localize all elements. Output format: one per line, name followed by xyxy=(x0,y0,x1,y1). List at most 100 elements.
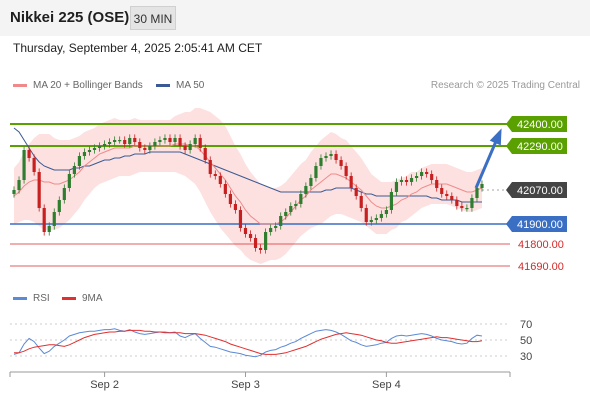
legend-rsi: RSI xyxy=(13,293,50,304)
level-label-support: 41690.00 xyxy=(518,261,564,273)
x-tick-label: Sep 4 xyxy=(372,379,401,391)
bollinger-band xyxy=(14,108,482,264)
candle-body xyxy=(470,198,474,208)
legend-9ma-label: 9MA xyxy=(82,293,103,304)
candle-body xyxy=(289,206,293,212)
candle-body xyxy=(138,142,142,148)
candle-body xyxy=(108,142,112,144)
candle-body xyxy=(440,188,444,194)
candle-body xyxy=(62,188,66,200)
candle-body xyxy=(238,210,243,228)
candle-body xyxy=(384,210,388,214)
candle-body xyxy=(128,138,132,144)
candle-body xyxy=(22,150,26,180)
candle-body xyxy=(153,142,157,146)
candle-body xyxy=(329,154,333,156)
candle-body xyxy=(304,186,308,194)
candle-body xyxy=(334,154,338,160)
x-tick-label: Sep 3 xyxy=(231,379,260,391)
level-label-resistance: 42290.00 xyxy=(506,138,567,154)
candle-body xyxy=(193,138,197,144)
rsi-swatch xyxy=(13,296,27,300)
candle-body xyxy=(37,172,41,208)
level-tag xyxy=(506,138,567,154)
candle-body xyxy=(102,144,107,146)
candle-body xyxy=(168,138,172,142)
candles xyxy=(12,134,484,254)
level-text: 41690.00 xyxy=(518,261,564,273)
candle-body xyxy=(284,212,288,216)
candle-body xyxy=(475,188,479,198)
level-text: 41800.00 xyxy=(518,239,564,251)
legend-ma50-label: MA 50 xyxy=(176,80,205,91)
candle-body xyxy=(163,138,167,140)
candle-body xyxy=(359,196,363,208)
ma9-swatch xyxy=(62,296,76,300)
candle-body xyxy=(394,182,399,192)
candle-body xyxy=(279,216,283,226)
candle-body xyxy=(480,184,484,188)
candle-body xyxy=(173,138,177,142)
rsi-tick-label: 70 xyxy=(520,319,532,331)
candle-body xyxy=(113,140,117,142)
candle-body xyxy=(118,140,122,142)
candle-body xyxy=(344,166,348,176)
candle-body xyxy=(243,228,248,234)
level-label-support: 41800.00 xyxy=(518,239,564,251)
level-text: 42400.00 xyxy=(517,119,563,131)
candle-body xyxy=(450,196,454,200)
candle-body xyxy=(72,166,76,174)
level-tag xyxy=(506,216,567,232)
candle-body xyxy=(32,158,36,172)
candle-body xyxy=(208,160,212,174)
legend-ma50: MA 50 xyxy=(156,80,204,91)
candle-body xyxy=(319,158,323,166)
candle-body xyxy=(67,174,71,188)
candle-body xyxy=(77,156,82,166)
header-bar xyxy=(0,0,590,36)
candle-body xyxy=(233,204,238,210)
candle-body xyxy=(133,138,137,142)
ma50-line xyxy=(13,127,482,203)
candle-body xyxy=(253,238,258,248)
instrument-title: Nikkei 225 (OSE) xyxy=(10,9,130,26)
candle-body xyxy=(369,220,373,222)
candle-body xyxy=(455,200,459,206)
candle-body xyxy=(420,172,424,176)
candle-body xyxy=(430,174,434,180)
projection-arrow-head xyxy=(489,128,502,146)
candle-body xyxy=(264,232,268,250)
ma20-line xyxy=(13,143,483,225)
candle-body xyxy=(258,248,263,250)
candle-body xyxy=(82,152,87,156)
candle-body xyxy=(47,226,51,232)
rsi-line xyxy=(13,328,483,358)
level-label-current: 42070.00 xyxy=(506,182,567,198)
candle-body xyxy=(379,214,383,218)
candle-body xyxy=(57,200,61,212)
timeframe-button[interactable]: 30 MIN xyxy=(130,6,176,30)
rsi-9ma-line xyxy=(14,329,483,355)
candle-body xyxy=(178,138,182,146)
candle-body xyxy=(143,148,147,150)
level-tag xyxy=(506,116,567,132)
candle-body xyxy=(97,146,102,148)
candle-body xyxy=(27,150,31,158)
candle-body xyxy=(213,174,217,176)
level-text: 41900.00 xyxy=(517,219,563,231)
level-text: 42070.00 xyxy=(517,185,563,197)
candle-body xyxy=(17,180,21,190)
legend-ma20-label: MA 20 + Bollinger Bands xyxy=(33,80,143,91)
candle-body xyxy=(92,148,97,150)
candle-body xyxy=(314,166,318,178)
candle-body xyxy=(228,194,232,204)
level-label-resistance: 42400.00 xyxy=(506,116,567,132)
candle-body xyxy=(148,146,152,150)
candle-body xyxy=(364,208,368,222)
candle-body xyxy=(12,190,16,194)
candle-body xyxy=(409,178,414,182)
candle-body xyxy=(158,140,162,142)
candle-body xyxy=(404,180,409,182)
candle-body xyxy=(203,148,207,160)
candle-body xyxy=(42,208,46,232)
